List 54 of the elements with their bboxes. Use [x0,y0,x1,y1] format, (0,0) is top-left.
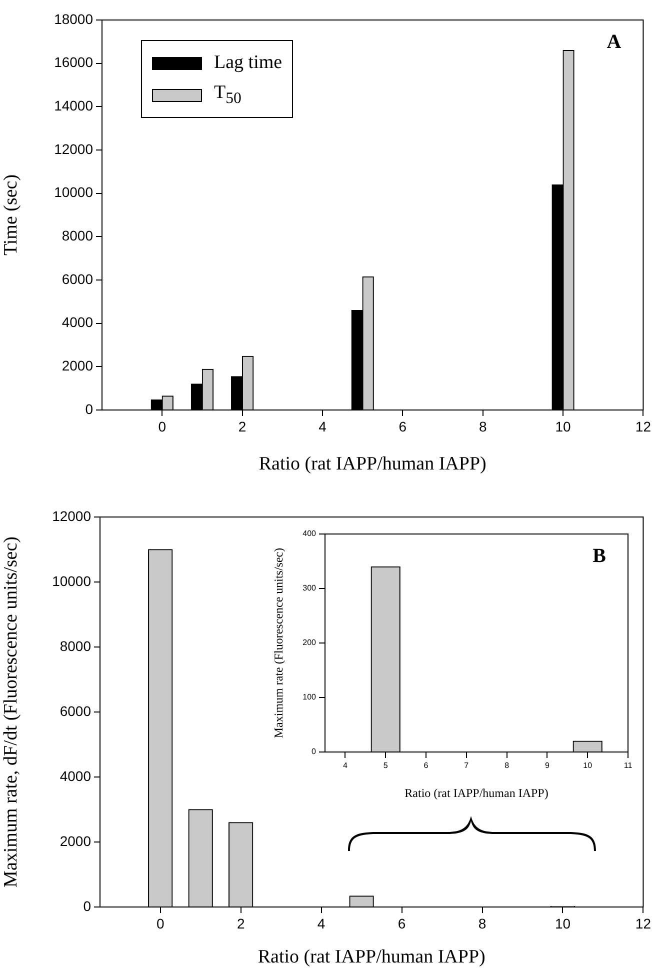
x-tick-label: 6 [424,761,429,770]
y-axis-title: Maximum rate, dF/dt (Fluorescence units/sec) [0,536,22,888]
y-tick-label: 6000 [62,270,94,287]
x-axis-title: Ratio (rat IAPP/human IAPP) [404,786,548,800]
y-tick-label: 12000 [54,140,94,157]
x-tick-label: 4 [317,915,326,932]
x-tick-label: 2 [238,418,246,434]
y-axis-title: Time (sec) [0,174,22,256]
x-tick-label: 6 [398,915,406,932]
y-tick-label: 14000 [54,98,94,114]
y-tick-label: 0 [83,898,92,914]
x-tick-label: 12 [635,915,652,932]
y-tick-label: 4000 [62,314,94,330]
y-tick-label: 10000 [54,184,94,200]
annotation: A [606,31,622,53]
x-tick-label: 7 [464,761,470,770]
annotation: B [592,545,606,567]
x-tick-label: 5 [383,761,388,770]
x-axis-title: Ratio (rat IAPP/human IAPP) [258,946,486,968]
y-tick-label: 300 [302,584,317,593]
y-tick-label: 6000 [60,702,92,719]
x-tick-label: 0 [158,418,166,434]
y-tick-label: 4000 [60,768,92,784]
y-tick-label: 12000 [52,508,92,524]
y-tick-label: 10000 [52,572,92,589]
x-tick-label: 8 [504,761,510,770]
y-tick-label: 2000 [60,832,92,849]
y-tick-label: 200 [302,638,317,648]
y-tick-label: 0 [85,400,94,417]
x-axis-title: Ratio (rat IAPP/human IAPP) [258,454,486,475]
y-tick-label: 8000 [60,638,92,654]
y-tick-label: 2000 [62,358,94,374]
x-tick-label: 10 [555,418,572,434]
x-tick-label: 4 [318,418,327,434]
x-tick-label: 2 [236,915,245,932]
x-tick-label: 9 [544,761,550,770]
x-tick-label: 10 [554,915,571,932]
y-tick-label: 100 [302,692,317,702]
y-tick-label: 400 [302,529,317,538]
y-tick-label: 0 [312,747,317,756]
x-tick-label: 12 [635,418,652,434]
x-tick-label: 0 [156,915,164,932]
y-tick-label: 18000 [54,10,94,27]
x-tick-label: 6 [398,418,407,434]
y-tick-label: 8000 [62,228,94,244]
x-tick-label: 4 [342,761,348,770]
legend-label: Lag time [214,52,282,74]
x-tick-label: 8 [478,418,487,434]
x-tick-label: 11 [624,761,633,770]
y-axis-title: Maximum rate (Fluorescence units/sec) [271,548,286,738]
x-tick-label: 10 [583,761,593,770]
legend-label: T$_{50}$ [214,82,242,108]
x-tick-label: 8 [478,915,486,932]
y-tick-label: 16000 [54,54,94,70]
